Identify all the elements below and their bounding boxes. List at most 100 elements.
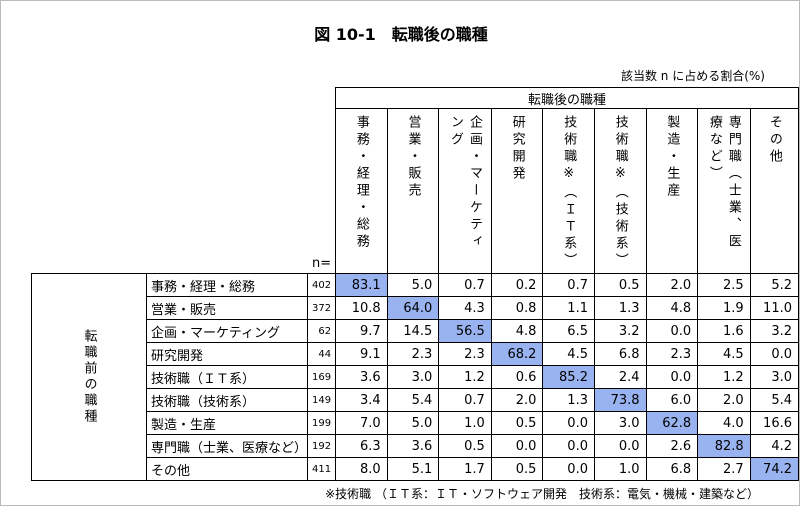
cell: 10.8: [335, 296, 388, 320]
table: n= 転職後の職種 事務・経理・総務 営業・販売 企画・マーケティング 研究開発 技術職※（…: [31, 87, 800, 481]
cell: 2.7: [697, 457, 751, 481]
blank-cell: n=: [31, 87, 337, 274]
cell: 5.2: [749, 273, 800, 297]
data-row: 製造・生産 199 7.0 5.0 1.0 0.5 0.0 3.0 62.8 4.0 16.6: [32, 411, 800, 435]
cell: 14.5: [386, 319, 440, 343]
cell: 1.2: [697, 365, 751, 389]
cell: 0.6: [490, 365, 544, 389]
cell: 16.6: [749, 411, 800, 435]
column-header: 企画・マーケティング: [438, 108, 492, 274]
cell: 6.8: [645, 457, 699, 481]
cell: 0.0: [542, 434, 595, 458]
column-header: 専門職（士業、医療など）: [697, 108, 751, 274]
row-group-text: 転職前の職種: [81, 329, 97, 425]
column-header: 技術職※（技術系）: [593, 108, 647, 274]
cell: 3.6: [335, 365, 388, 389]
cell: 82.8: [697, 434, 751, 458]
cell: 4.3: [438, 296, 492, 320]
row-label: 研究開発: [145, 342, 309, 366]
cell: 2.6: [645, 434, 699, 458]
cell: 3.2: [593, 319, 647, 343]
column-header-text: 営業・販売: [405, 115, 421, 200]
cell: 6.5: [542, 319, 595, 343]
cell: 73.8: [593, 388, 647, 412]
cell: 3.0: [749, 365, 800, 389]
cell: 1.1: [542, 296, 595, 320]
cell: 2.3: [438, 342, 492, 366]
cell: 1.7: [438, 457, 492, 481]
cell: 5.0: [386, 273, 440, 297]
cell: 8.0: [335, 457, 388, 481]
cell: 4.5: [542, 342, 595, 366]
cell: 0.0: [645, 365, 699, 389]
data-row: 研究開発 44 9.1 2.3 2.3 68.2 4.5 6.8 2.3 4.5 0.0: [32, 342, 800, 366]
column-header-text: 企画・マーケティング: [448, 115, 483, 251]
data-row: 営業・販売 372 10.8 64.0 4.3 0.8 1.1 1.3 4.8 1.9 11.0: [32, 296, 800, 320]
row-n: 169: [307, 365, 337, 389]
row-label: 技術職（技術系）: [145, 388, 309, 412]
data-row: 転職前の職種 事務・経理・総務 402 83.1 5.0 0.7 0.2 0.7 0.5 2.0 2…: [31, 273, 800, 481]
row-label: 営業・販売: [145, 296, 309, 320]
cell: 4.8: [490, 319, 544, 343]
cell: 0.0: [542, 457, 595, 481]
cell: 11.0: [749, 296, 800, 320]
cell: 0.7: [542, 273, 595, 297]
row-n: 402: [307, 273, 337, 297]
title: 図 10-1 転職後の職種: [314, 25, 488, 44]
cell: 85.2: [542, 365, 595, 389]
row-label: 事務・経理・総務: [145, 273, 309, 297]
header-row: 事務・経理・総務 営業・販売 企画・マーケティング 研究開発 技術職※（ＩＴ系） 技術職※…: [32, 108, 800, 274]
row-group: 転職前の職種: [31, 273, 147, 481]
cell: 9.7: [335, 319, 388, 343]
cell: 0.5: [438, 434, 492, 458]
column-header: その他: [749, 108, 800, 274]
cell: 2.4: [593, 365, 647, 389]
cell: 3.0: [386, 365, 440, 389]
column-header-text: 専門職（士業、医療など）: [706, 115, 741, 251]
column-header: 製造・生産: [645, 108, 699, 274]
cell: 0.0: [645, 319, 699, 343]
column-header-text: 製造・生産: [664, 115, 680, 200]
unit-note: 該当数 n に占める割合(%): [620, 69, 765, 83]
cell: 0.0: [490, 434, 544, 458]
cell: 5.4: [386, 388, 440, 412]
cell: 0.2: [490, 273, 544, 297]
cell: 1.3: [542, 388, 595, 412]
cell: 0.0: [749, 342, 800, 366]
cell: 3.4: [335, 388, 388, 412]
cell: 0.7: [438, 273, 492, 297]
row-n: 199: [307, 411, 337, 435]
footnote: ※技術職 （ＩＴ系：ＩＴ・ソフトウェア開発 技術系：電気・機械・建築など）: [325, 487, 759, 501]
column-header: 技術職※（ＩＴ系）: [542, 108, 595, 274]
cell: 4.5: [697, 342, 751, 366]
column-header: 研究開発: [490, 108, 544, 274]
cell: 2.0: [645, 273, 699, 297]
row-n: 149: [307, 388, 337, 412]
n-label: n=: [311, 256, 332, 271]
column-header: 営業・販売: [386, 108, 440, 274]
cell: 0.5: [490, 411, 544, 435]
cell: 5.1: [386, 457, 440, 481]
data-row: 専門職（士業、医療など） 192 6.3 3.6 0.5 0.0 0.0 0.0 2.6 82.8…: [32, 434, 800, 458]
row-n: 62: [307, 319, 337, 343]
cell: 1.0: [438, 411, 492, 435]
cell: 5.0: [386, 411, 440, 435]
row-label: その他: [145, 457, 309, 481]
cell: 2.5: [697, 273, 751, 297]
row-label: 製造・生産: [145, 411, 309, 435]
cell: 6.0: [645, 388, 699, 412]
column-header-text: その他: [766, 115, 782, 166]
cell: 0.5: [593, 273, 647, 297]
cell: 4.0: [697, 411, 751, 435]
cell: 9.1: [335, 342, 388, 366]
cell: 68.2: [490, 342, 544, 366]
cell: 3.2: [749, 319, 800, 343]
cell: 0.8: [490, 296, 544, 320]
cell: 74.2: [749, 457, 800, 481]
header-row: n= 転職後の職種: [31, 87, 799, 274]
row-n: 192: [307, 434, 337, 458]
cell: 4.2: [749, 434, 800, 458]
row-n: 44: [307, 342, 337, 366]
row-label: 企画・マーケティング: [145, 319, 309, 343]
